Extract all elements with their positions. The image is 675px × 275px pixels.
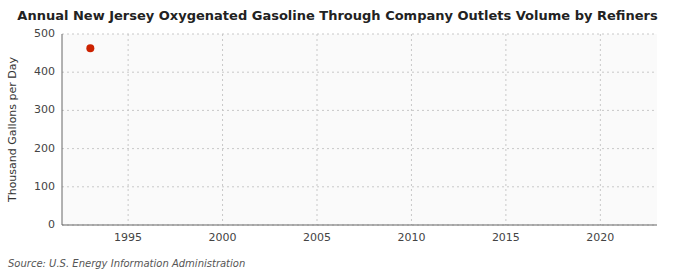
grid bbox=[62, 34, 657, 225]
x-tick-label: 2000 bbox=[209, 231, 237, 244]
grid-line bbox=[62, 148, 657, 149]
y-tick-label: 500 bbox=[34, 27, 55, 40]
y-tick-label: 0 bbox=[48, 218, 55, 231]
x-tick-label: 1995 bbox=[114, 231, 142, 244]
grid-line bbox=[62, 186, 657, 187]
grid-line bbox=[411, 34, 412, 225]
grid-line bbox=[222, 34, 223, 225]
y-tick-label: 100 bbox=[34, 180, 55, 193]
grid-line bbox=[62, 110, 657, 111]
y-tick-label: 200 bbox=[34, 142, 55, 155]
grid-line bbox=[62, 34, 657, 35]
point bbox=[86, 44, 94, 52]
grid-line bbox=[505, 34, 506, 225]
y-tick-label: 400 bbox=[34, 65, 55, 78]
chart: 0 100 200 300 400 500 1995 2000 2005 2010 2015 2020… bbox=[0, 0, 675, 275]
marks bbox=[86, 44, 94, 52]
x-tick-label: 2005 bbox=[303, 231, 331, 244]
grid-line bbox=[317, 34, 318, 225]
x-axis-line bbox=[62, 225, 657, 226]
y-axis-line bbox=[62, 34, 63, 225]
title: Annual New Jersey Oxygenated Gasoline Th… bbox=[17, 8, 658, 23]
grid-line bbox=[62, 225, 657, 226]
annotation: Source: U.S. Energy Information Administ… bbox=[8, 258, 245, 269]
grid-line bbox=[62, 72, 657, 73]
y-axis-label: Thousand Gallons per Day bbox=[6, 56, 19, 203]
axes: 0 100 200 300 400 500 1995 2000 2005 2010 2015 2020 bbox=[34, 27, 657, 244]
x-tick-label: 2015 bbox=[492, 231, 520, 244]
y-tick-label: 300 bbox=[34, 103, 55, 116]
x-tick-label: 2020 bbox=[586, 231, 614, 244]
plot-area bbox=[62, 34, 657, 225]
grid-line bbox=[600, 34, 601, 225]
x-tick-label: 2010 bbox=[397, 231, 425, 244]
grid-line bbox=[128, 34, 129, 225]
